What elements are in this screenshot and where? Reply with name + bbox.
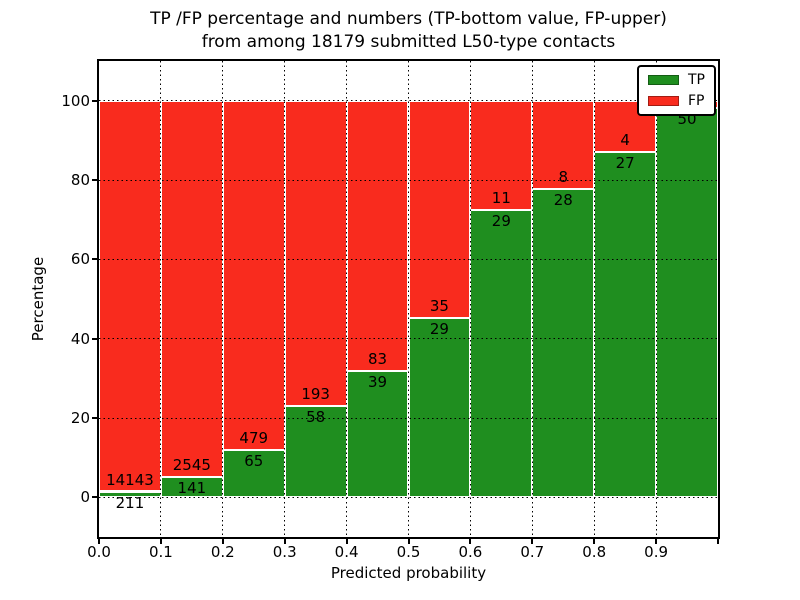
legend-label-tp: TP bbox=[688, 72, 705, 88]
bar-label-tp: 29 bbox=[429, 319, 449, 338]
x-tick-mark bbox=[717, 539, 719, 544]
legend: TP FP bbox=[637, 65, 716, 116]
gridline-vertical bbox=[160, 61, 162, 537]
bar-segment-fp bbox=[408, 100, 471, 318]
legend-label-fp: FP bbox=[688, 93, 705, 109]
x-tick-label: 0.2 bbox=[210, 543, 235, 561]
y-tick-label: 60 bbox=[70, 250, 90, 269]
y-tick-label: 100 bbox=[61, 91, 90, 110]
gridline-horizontal bbox=[99, 100, 718, 102]
bar-label-tp: 28 bbox=[553, 190, 573, 209]
y-tick-mark bbox=[92, 417, 97, 419]
gridline-horizontal bbox=[99, 258, 718, 260]
y-tick-mark bbox=[92, 258, 97, 261]
legend-swatch-tp bbox=[648, 75, 679, 85]
bar-label-fp: 11 bbox=[491, 188, 511, 207]
gridline-vertical bbox=[531, 61, 533, 537]
bar-segment-tp bbox=[656, 108, 718, 498]
bar-label-fp: 35 bbox=[429, 296, 449, 315]
x-tick-mark bbox=[221, 539, 224, 544]
gridline-vertical bbox=[469, 61, 471, 537]
gridline-vertical bbox=[222, 61, 224, 537]
bar-label-tp: 27 bbox=[615, 153, 635, 172]
x-tick-mark bbox=[593, 539, 596, 544]
bar-segment-tp bbox=[594, 151, 657, 498]
chart-title: TP /FP percentage and numbers (TP-bottom… bbox=[99, 8, 718, 54]
bar-label-tp: 58 bbox=[306, 407, 326, 426]
x-tick-mark bbox=[159, 539, 162, 544]
x-axis-label: Predicted probability bbox=[330, 564, 487, 582]
gridline-horizontal bbox=[99, 179, 718, 181]
bar-segment-tp bbox=[408, 317, 471, 498]
gridline-vertical bbox=[593, 61, 595, 537]
bar-label-tp: 141 bbox=[177, 478, 207, 497]
y-axis-label: Percentage bbox=[29, 256, 47, 342]
bar-segment-tp bbox=[284, 405, 347, 498]
x-tick-label: 0.0 bbox=[87, 543, 111, 561]
x-tick-label: 0.8 bbox=[582, 543, 607, 561]
x-tick-mark bbox=[98, 539, 100, 544]
bar-label-tp: 211 bbox=[115, 493, 145, 512]
x-tick-label: 0.5 bbox=[396, 543, 421, 561]
x-tick-label: 0.9 bbox=[644, 543, 669, 561]
bar-segment-fp bbox=[99, 100, 161, 492]
x-tick-mark bbox=[283, 539, 286, 544]
gridline-horizontal bbox=[99, 338, 718, 340]
x-tick-label: 0.4 bbox=[334, 543, 359, 561]
bar-segment-fp bbox=[160, 100, 223, 477]
bar-label-fp: 193 bbox=[301, 384, 330, 403]
x-tick-mark bbox=[469, 539, 472, 544]
y-tick-label: 0 bbox=[80, 488, 90, 507]
plot-area: TP FP 14143 211 2545 141 479 65 193 58 83 39 35 29 11… bbox=[99, 61, 718, 537]
x-tick-mark bbox=[531, 539, 534, 544]
legend-item-tp: TP bbox=[648, 73, 705, 87]
bar-label-fp: 2545 bbox=[172, 455, 211, 474]
bar-segment-fp bbox=[284, 100, 347, 406]
y-tick-label: 40 bbox=[70, 329, 90, 348]
gridline-vertical bbox=[284, 61, 286, 537]
bar-label-fp: 14143 bbox=[106, 470, 154, 489]
x-tick-mark bbox=[345, 539, 348, 544]
x-tick-label: 0.3 bbox=[272, 543, 297, 561]
bar-label-tp: 29 bbox=[491, 211, 511, 230]
bar-segment-fp bbox=[346, 100, 409, 371]
y-tick-label: 80 bbox=[70, 171, 90, 189]
gridline-horizontal bbox=[99, 417, 718, 419]
gridline-horizontal bbox=[99, 496, 718, 498]
gridline-vertical bbox=[346, 61, 348, 537]
x-tick-label: 0.7 bbox=[520, 543, 545, 561]
bar-segment-tp bbox=[470, 209, 533, 498]
y-tick-label: 20 bbox=[70, 409, 90, 427]
legend-swatch-fp bbox=[648, 96, 679, 106]
y-tick-mark bbox=[92, 99, 97, 102]
bar-segment-fp bbox=[222, 100, 285, 450]
y-tick-mark bbox=[92, 496, 97, 499]
y-tick-mark bbox=[92, 179, 97, 181]
chart-title-line2: from among 18179 submitted L50-type cont… bbox=[201, 32, 616, 52]
gridline-vertical bbox=[408, 61, 409, 537]
x-tick-mark bbox=[655, 539, 658, 544]
x-tick-label: 0.6 bbox=[458, 543, 483, 561]
chart-title-line1: TP /FP percentage and numbers (TP-bottom… bbox=[150, 9, 667, 29]
bar-segment-tp bbox=[222, 449, 285, 498]
bar-label-fp: 4 bbox=[620, 130, 630, 149]
bar-label-tp: 65 bbox=[244, 451, 264, 470]
bar-label-fp: 8 bbox=[558, 167, 569, 186]
legend-item-fp: FP bbox=[648, 94, 705, 108]
bar-label-tp: 39 bbox=[368, 372, 388, 391]
x-tick-label: 0.1 bbox=[148, 543, 173, 561]
bar-label-fp: 83 bbox=[368, 349, 388, 368]
bar-label-fp: 479 bbox=[239, 428, 269, 447]
bar-segment-tp bbox=[532, 188, 595, 498]
y-tick-mark bbox=[92, 337, 97, 340]
x-tick-mark bbox=[407, 539, 410, 544]
gridline-vertical bbox=[655, 61, 657, 537]
